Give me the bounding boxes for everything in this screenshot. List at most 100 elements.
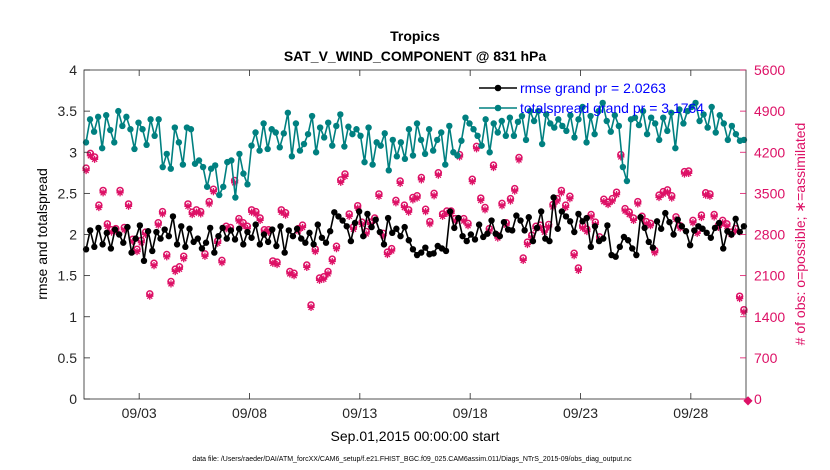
obs-assimilated-point <box>422 207 430 216</box>
rmse-point <box>355 208 363 215</box>
rmse-point <box>293 225 301 232</box>
rmse-point <box>500 218 508 226</box>
rmse-point <box>653 218 661 225</box>
rmse-point <box>252 221 259 228</box>
obs-assimilated-point <box>485 227 493 235</box>
rmse-point <box>91 243 98 251</box>
obs-assimilated-point <box>298 223 307 232</box>
rmse-point <box>165 232 173 240</box>
rmse-point <box>111 226 119 233</box>
rmse-point <box>451 224 458 232</box>
totalspread-point <box>280 130 288 137</box>
y-tick-label-right: 700 <box>754 350 778 366</box>
rmse-point <box>322 239 330 246</box>
rmse-point <box>740 223 748 230</box>
obs-assimilated-point <box>184 202 192 210</box>
totalspread-point <box>308 112 316 120</box>
obs-assimilated-point <box>498 202 506 210</box>
totalspread-point <box>643 130 651 138</box>
obs-assimilated-point <box>307 303 315 311</box>
totalspread-point <box>300 140 308 148</box>
totalspread-point <box>551 124 558 131</box>
data-file-footer: data file: /Users/raeder/DAI/ATM_forcXX/… <box>192 456 632 463</box>
totalspread-point <box>506 114 514 121</box>
obs-assimilated-point <box>646 222 655 230</box>
totalspread-point <box>462 114 469 121</box>
totalspread-point <box>175 139 183 146</box>
totalspread-point <box>458 137 465 144</box>
obs-assimilated-point <box>231 179 239 187</box>
totalspread-point <box>696 117 703 125</box>
totalspread-point <box>312 149 320 156</box>
obs-assimilated-point <box>163 253 171 261</box>
rmse-point <box>558 208 566 215</box>
obs-assimilated-point <box>553 197 561 205</box>
totalspread-point <box>478 142 485 149</box>
y-tick-label-right: 1400 <box>754 309 785 325</box>
rmse-point <box>103 229 110 237</box>
totalspread-point <box>595 107 602 115</box>
obs-assimilated-point <box>468 178 476 186</box>
totalspread-point <box>385 167 392 174</box>
totalspread-point <box>688 103 695 111</box>
rmse-point <box>186 225 193 232</box>
totalspread-point <box>417 136 425 144</box>
rmse-point <box>140 257 148 265</box>
obs-assimilated-point <box>523 240 532 249</box>
rmse-point <box>624 237 632 244</box>
totalspread-point <box>252 129 259 136</box>
rmse-point <box>616 243 624 251</box>
y-tick-label-right: 2100 <box>754 268 785 284</box>
totalspread-point <box>203 183 211 190</box>
rmse-point <box>641 224 648 232</box>
totalspread-point <box>389 136 396 144</box>
rmse-point <box>368 223 375 231</box>
totalspread-point <box>712 129 719 136</box>
totalspread-point <box>272 129 279 136</box>
totalspread-point <box>90 128 98 135</box>
totalspread-point <box>345 123 352 130</box>
y-tick-label-right: 0 <box>754 391 762 407</box>
totalspread-line <box>85 102 745 199</box>
rmse-point <box>99 241 106 248</box>
totalspread-point <box>704 124 711 131</box>
rmse-point <box>298 235 305 242</box>
y-tick-label-left: 0.5 <box>58 350 78 366</box>
rmse-point <box>711 224 719 232</box>
totalspread-point <box>228 157 235 164</box>
rmse-point <box>120 239 127 246</box>
totalspread-point <box>401 155 409 163</box>
totalspread-point <box>304 130 312 138</box>
y-tick-label-left: 3 <box>69 144 77 160</box>
rmse-point <box>132 235 139 242</box>
totalspread-point <box>167 165 174 172</box>
obs-assimilated-point <box>579 224 587 232</box>
rmse-point <box>281 249 288 256</box>
totalspread-point <box>514 118 522 126</box>
obs-assimilated-point <box>629 216 638 224</box>
rmse-point <box>662 209 669 217</box>
rmse-point <box>459 232 466 240</box>
obs-assimilated-point <box>286 270 294 278</box>
obs-assimilated-point <box>95 203 103 212</box>
obs-assimilated-point <box>252 210 260 218</box>
y-tick-label-left: 2 <box>69 227 77 243</box>
rmse-point <box>554 225 561 232</box>
rmse-point <box>401 223 408 231</box>
totalspread-point <box>94 113 102 121</box>
rmse-point <box>326 228 334 235</box>
x-tick-label: 09/03 <box>122 405 157 421</box>
totalspread-point <box>651 120 659 127</box>
rmse-point <box>604 222 611 229</box>
y-tick-label-left: 0 <box>69 391 77 407</box>
totalspread-point <box>579 103 586 111</box>
rmse-point <box>264 238 272 246</box>
rmse-point <box>306 229 313 237</box>
totalspread-point <box>486 149 493 156</box>
rmse-point <box>587 243 595 251</box>
rmse-point <box>157 235 164 242</box>
obs-assimilated-point <box>413 194 421 202</box>
rmse-point <box>720 245 727 252</box>
totalspread-point <box>159 163 166 171</box>
rmse-point <box>161 226 168 233</box>
